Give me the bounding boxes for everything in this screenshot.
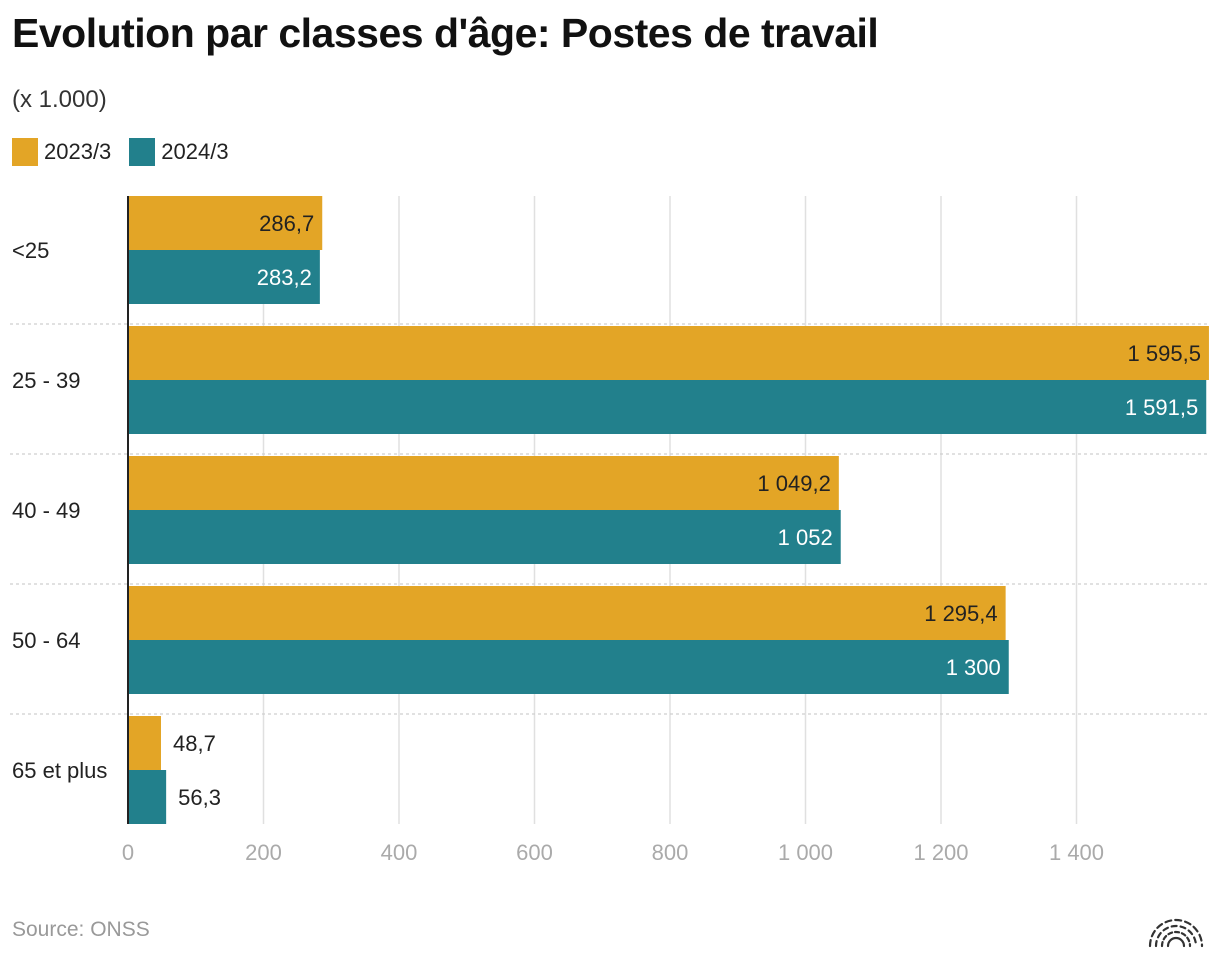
bar-2023-3-0 (128, 196, 323, 250)
legend-label-2023: 2023/3 (44, 139, 112, 164)
publisher-logo-icon (1148, 918, 1204, 948)
x-tick-label: 200 (245, 840, 282, 865)
bar-2024-3-1 (128, 380, 1207, 434)
chart-title: Evolution par classes d'âge: Postes de t… (12, 10, 879, 56)
data-label: 1 591,5 (1125, 395, 1198, 420)
bar-2024-3-4 (128, 770, 167, 824)
data-label: 1 052 (778, 525, 833, 550)
x-tick-label: 1 200 (913, 840, 968, 865)
category-label: 25 - 39 (12, 368, 81, 393)
chart-subtitle: (x 1.000) (12, 86, 107, 113)
bar-2023-3-1 (128, 326, 1209, 380)
x-tick-label: 1 400 (1049, 840, 1104, 865)
bar-2024-3-2 (128, 510, 841, 564)
category-label: 50 - 64 (12, 628, 81, 653)
legend-item-2024: 2024/3 (129, 138, 229, 166)
legend-swatch-2023 (12, 138, 38, 166)
legend-item-2023: 2023/3 (12, 138, 111, 166)
x-tick-label: 0 (122, 840, 134, 865)
x-tick-label: 600 (516, 840, 553, 865)
legend-label-2024: 2024/3 (161, 139, 229, 164)
data-label: 56,3 (178, 785, 221, 810)
data-label: 1 300 (946, 655, 1001, 680)
legend: 2023/3 2024/3 (12, 138, 247, 166)
data-label: 1 295,4 (924, 601, 997, 626)
data-label: 286,7 (259, 211, 314, 236)
source-note: Source: ONSS (12, 918, 150, 941)
data-label: 283,2 (257, 265, 312, 290)
x-tick-label: 400 (381, 840, 418, 865)
bar-chart: <25 286,7 283,2 25 - 39 1 595,5 1 591,5 40 - 4… (10, 196, 1210, 865)
category-label: 40 - 49 (12, 498, 81, 523)
data-label: 48,7 (173, 731, 216, 756)
bar-2024-3-0 (128, 250, 320, 304)
data-label: 1 595,5 (1128, 341, 1201, 366)
bar-2024-3-3 (128, 640, 1009, 694)
bar-2023-3-2 (128, 456, 839, 510)
category-label: 65 et plus (12, 758, 107, 783)
data-label: 1 049,2 (757, 471, 830, 496)
x-tick-label: 1 000 (778, 840, 833, 865)
bar-2023-3-4 (128, 716, 161, 770)
category-label: <25 (12, 238, 49, 263)
legend-swatch-2024 (129, 138, 156, 166)
bar-2023-3-3 (128, 586, 1006, 640)
x-tick-label: 800 (652, 840, 689, 865)
